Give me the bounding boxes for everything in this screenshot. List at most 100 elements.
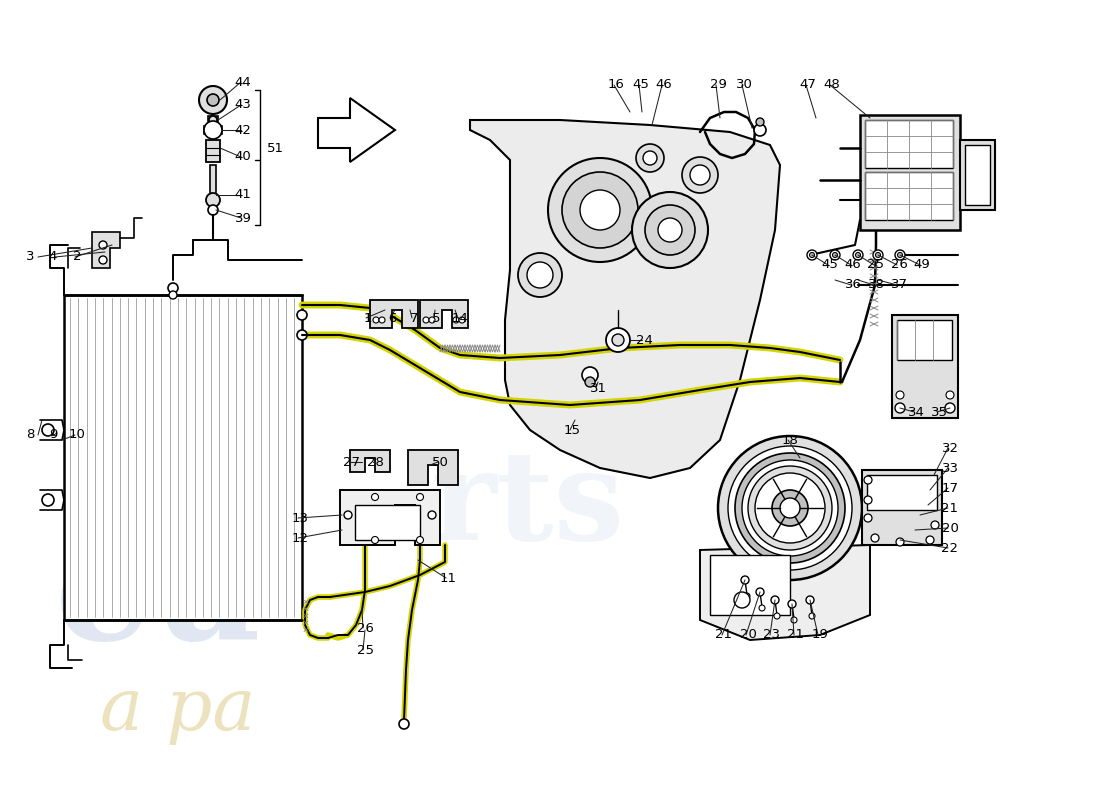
Circle shape: [417, 494, 424, 501]
Circle shape: [756, 588, 764, 596]
Text: 1: 1: [364, 311, 372, 325]
Circle shape: [372, 537, 378, 543]
Circle shape: [806, 596, 814, 604]
Text: 10: 10: [68, 429, 86, 442]
Text: 45: 45: [822, 258, 838, 271]
Circle shape: [199, 86, 227, 114]
Circle shape: [871, 534, 879, 542]
Circle shape: [895, 250, 905, 260]
Polygon shape: [340, 490, 440, 545]
Circle shape: [756, 118, 764, 126]
Text: 22: 22: [942, 542, 958, 554]
Circle shape: [580, 190, 620, 230]
Polygon shape: [470, 120, 780, 478]
Circle shape: [527, 262, 553, 288]
Circle shape: [788, 600, 796, 608]
Circle shape: [428, 511, 436, 519]
Circle shape: [946, 391, 954, 399]
Circle shape: [459, 317, 465, 323]
Circle shape: [682, 157, 718, 193]
Text: 29: 29: [710, 78, 726, 91]
Polygon shape: [420, 300, 468, 328]
Polygon shape: [892, 315, 958, 418]
Circle shape: [728, 446, 852, 570]
Circle shape: [926, 536, 934, 544]
Circle shape: [690, 165, 710, 185]
Text: 45: 45: [632, 78, 649, 91]
Circle shape: [810, 253, 814, 258]
Polygon shape: [350, 450, 390, 472]
Polygon shape: [860, 115, 960, 230]
Circle shape: [658, 218, 682, 242]
Circle shape: [518, 253, 562, 297]
Circle shape: [864, 476, 872, 484]
Circle shape: [206, 193, 220, 207]
Text: 2: 2: [73, 250, 81, 263]
Circle shape: [734, 592, 750, 608]
Circle shape: [896, 538, 904, 546]
Circle shape: [774, 613, 780, 619]
Circle shape: [791, 617, 798, 623]
Circle shape: [755, 473, 825, 543]
Circle shape: [585, 377, 595, 387]
Text: 43: 43: [234, 98, 252, 111]
Circle shape: [742, 460, 838, 556]
Text: 18: 18: [782, 434, 799, 446]
Bar: [965, 145, 990, 205]
Circle shape: [898, 253, 902, 258]
Circle shape: [99, 256, 107, 264]
Text: 47: 47: [800, 78, 816, 91]
Text: 46: 46: [845, 258, 861, 271]
Circle shape: [453, 317, 459, 323]
Circle shape: [606, 328, 630, 352]
Polygon shape: [64, 295, 302, 620]
Text: 19: 19: [812, 629, 828, 642]
Circle shape: [718, 436, 862, 580]
Circle shape: [780, 498, 800, 518]
Text: rts: rts: [430, 445, 624, 566]
Circle shape: [873, 250, 883, 260]
Text: eu: eu: [55, 523, 263, 672]
Circle shape: [417, 537, 424, 543]
Circle shape: [297, 310, 307, 320]
Text: 8: 8: [25, 429, 34, 442]
Text: 17: 17: [942, 482, 958, 494]
Circle shape: [42, 424, 54, 436]
Circle shape: [852, 250, 864, 260]
Circle shape: [895, 403, 905, 413]
Text: 26: 26: [356, 622, 373, 634]
Text: 14: 14: [452, 311, 469, 325]
Text: 21: 21: [942, 502, 958, 514]
Circle shape: [645, 205, 695, 255]
Text: 5: 5: [431, 311, 440, 325]
Circle shape: [807, 250, 817, 260]
Polygon shape: [408, 450, 458, 485]
Polygon shape: [370, 300, 418, 328]
Text: 37: 37: [891, 278, 908, 291]
Bar: [204, 126, 222, 134]
Text: 20: 20: [942, 522, 958, 534]
Circle shape: [372, 494, 378, 501]
Circle shape: [808, 613, 815, 619]
Text: 21: 21: [715, 629, 733, 642]
Text: 9: 9: [48, 429, 57, 442]
Polygon shape: [862, 470, 942, 545]
Text: 50: 50: [431, 455, 449, 469]
Circle shape: [636, 144, 664, 172]
Text: 32: 32: [942, 442, 958, 454]
Text: 21: 21: [788, 629, 804, 642]
Circle shape: [754, 124, 766, 136]
Circle shape: [771, 596, 779, 604]
Circle shape: [632, 192, 708, 268]
Circle shape: [99, 241, 107, 249]
Text: 25: 25: [868, 258, 884, 271]
Circle shape: [748, 466, 832, 550]
Circle shape: [735, 453, 845, 563]
Circle shape: [772, 490, 808, 526]
Circle shape: [297, 330, 307, 340]
Circle shape: [168, 283, 178, 293]
Circle shape: [741, 576, 749, 584]
Text: a pa: a pa: [100, 674, 255, 745]
Circle shape: [945, 403, 955, 413]
Polygon shape: [318, 98, 395, 162]
